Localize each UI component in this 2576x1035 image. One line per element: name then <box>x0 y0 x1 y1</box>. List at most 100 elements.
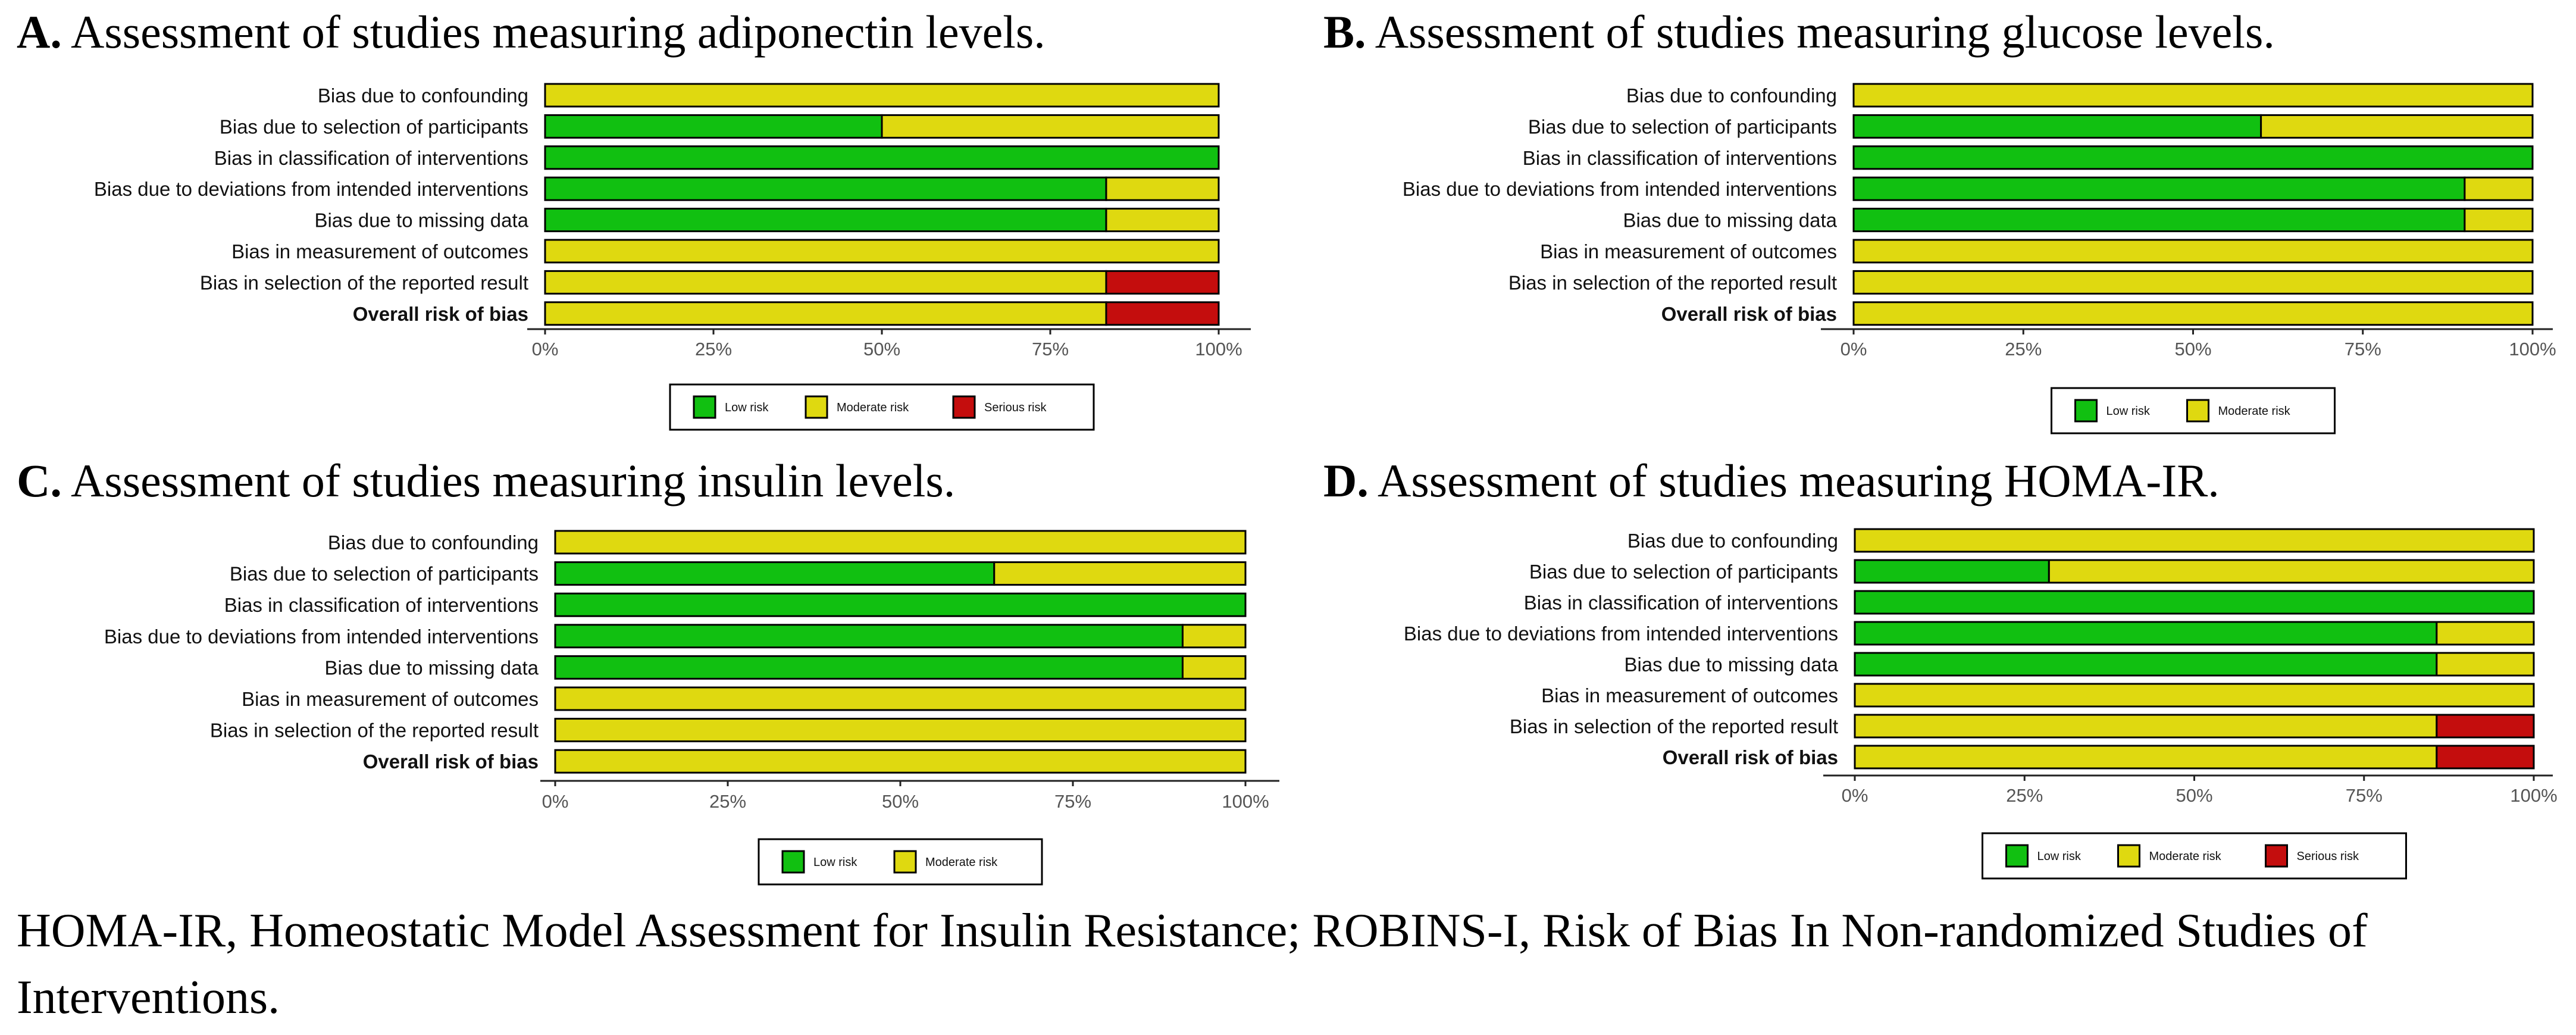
category-label: Bias in classification of interventions <box>214 147 528 169</box>
x-tick-label: 50% <box>882 791 919 812</box>
panel-title-text: Assessment of studies measuring glucose … <box>1366 6 2275 58</box>
legend-label: Low risk <box>725 401 769 414</box>
legend-swatch <box>2186 399 2209 423</box>
x-tick-label: 75% <box>2346 785 2383 806</box>
x-tick-label: 0% <box>542 791 569 812</box>
bar-segment-moderate <box>544 301 1107 326</box>
bar-segment-moderate <box>1181 655 1247 680</box>
bar-segment-moderate <box>1852 270 2534 295</box>
bar-segment-moderate <box>554 718 1247 743</box>
category-label: Bias due to confounding <box>328 531 539 554</box>
legend-label: Low risk <box>813 856 857 869</box>
legend: Low risk Moderate risk <box>758 838 1043 886</box>
bar-segment-serious <box>1105 270 1220 295</box>
bar-segment-moderate <box>881 114 1220 139</box>
bar-segment-low <box>554 624 1184 649</box>
panel-title: A. Assessment of studies measuring adipo… <box>17 6 1046 58</box>
bar-segment-moderate <box>2260 114 2534 139</box>
legend-swatch <box>693 395 716 419</box>
x-tick-label: 75% <box>2345 339 2381 359</box>
bar-segment-low <box>544 208 1107 233</box>
x-tick-label: 0% <box>1842 785 1868 806</box>
bar-segment-moderate <box>2436 652 2535 677</box>
x-tick-label: 100% <box>1195 339 1242 359</box>
panel-title-text: Assessment of studies measuring insulin … <box>62 455 955 506</box>
category-label: Bias due to deviations from intended int… <box>94 178 528 200</box>
panel-letter: B. <box>1323 6 1366 58</box>
category-label: Bias in selection of the reported result <box>1510 715 1838 737</box>
category-label: Bias in selection of the reported result <box>200 271 528 293</box>
category-label: Bias in selection of the reported result <box>210 720 539 742</box>
bar-segment-low <box>554 561 996 586</box>
x-tick-label: 25% <box>2005 339 2042 359</box>
legend: Low risk Moderate risk <box>2051 387 2336 434</box>
bar-segment-low <box>1854 590 2535 615</box>
category-label: Bias in measurement of outcomes <box>231 240 528 262</box>
legend-swatch <box>781 850 805 874</box>
bar-segment-serious <box>1105 301 1220 326</box>
x-tick-label: 100% <box>2510 785 2557 806</box>
bar-segment-low <box>544 176 1107 201</box>
bar-segment-moderate <box>1105 176 1220 201</box>
bar-segment-moderate <box>544 239 1220 264</box>
legend-swatch <box>2074 399 2098 423</box>
bar-segment-moderate <box>2048 559 2535 584</box>
category-label: Bias due to confounding <box>1626 85 1837 107</box>
category-label: Bias in classification of interventions <box>224 594 539 616</box>
legend-swatch <box>893 850 917 874</box>
bar-segment-moderate <box>544 270 1107 295</box>
figure-caption: HOMA-IR, Homeostatic Model Assessment fo… <box>17 905 2368 1024</box>
legend-label: Serious risk <box>2297 850 2359 863</box>
category-label: Bias due to selection of participants <box>1528 115 1837 137</box>
legend-swatch <box>952 395 976 419</box>
bar-segment-low <box>1854 559 2050 584</box>
bar-segment-low <box>554 655 1184 680</box>
bar-segment-moderate <box>1105 208 1220 233</box>
bar-segment-low <box>1854 621 2438 646</box>
bar-segment-moderate <box>554 749 1247 774</box>
bar-segment-moderate <box>993 561 1247 586</box>
category-label: Bias due to missing data <box>1623 209 1837 232</box>
x-tick-label: 25% <box>2006 785 2043 806</box>
category-label: Overall risk of bias <box>353 303 528 325</box>
legend-label: Moderate risk <box>2218 405 2291 418</box>
category-label: Overall risk of bias <box>1661 303 1837 325</box>
x-tick-label: 50% <box>2174 339 2211 359</box>
bar-segment-low <box>1852 145 2534 170</box>
bar-segment-low <box>544 114 883 139</box>
bar-segment-moderate <box>1852 301 2534 326</box>
legend: Low risk Moderate risk Serious risk <box>669 383 1095 431</box>
legend-label: Low risk <box>2107 405 2151 418</box>
bar-segment-serious <box>2436 714 2535 739</box>
bar-segment-moderate <box>1852 239 2534 264</box>
legend-label: Moderate risk <box>2149 850 2222 863</box>
category-label: Bias due to missing data <box>324 656 539 678</box>
chart-panel-4: D. Assessment of studies measuring HOMA-… <box>1323 455 2558 880</box>
category-label: Overall risk of bias <box>363 751 539 773</box>
bar-segment-moderate <box>2464 176 2534 201</box>
bar-segment-moderate <box>554 686 1247 711</box>
category-label: Bias due to selection of participants <box>230 563 539 585</box>
x-tick-label: 25% <box>695 339 732 359</box>
bar-segment-moderate <box>2436 621 2535 646</box>
x-tick-label: 100% <box>1222 791 1269 812</box>
category-label: Overall risk of bias <box>1663 746 1838 768</box>
x-tick-label: 50% <box>2176 785 2212 806</box>
panel-title-text: Assessment of studies measuring HOMA-IR. <box>1369 455 2220 506</box>
panel-letter: D. <box>1323 455 1369 506</box>
category-label: Bias due to confounding <box>318 85 528 107</box>
x-tick-label: 100% <box>2509 339 2556 359</box>
x-tick-label: 0% <box>532 339 559 359</box>
x-tick-label: 75% <box>1032 339 1069 359</box>
legend-swatch <box>2117 844 2140 868</box>
x-tick-label: 50% <box>863 339 900 359</box>
bar-segment-moderate <box>1854 683 2535 708</box>
legend: Low risk Moderate risk Serious risk <box>1982 832 2407 880</box>
category-label: Bias due to selection of participants <box>1529 561 1838 583</box>
legend-label: Low risk <box>2037 850 2082 863</box>
bar-segment-moderate <box>2464 208 2534 233</box>
bar-segment-moderate <box>1854 528 2535 553</box>
category-label: Bias due to deviations from intended int… <box>1403 178 1837 200</box>
legend-swatch <box>2265 844 2288 868</box>
